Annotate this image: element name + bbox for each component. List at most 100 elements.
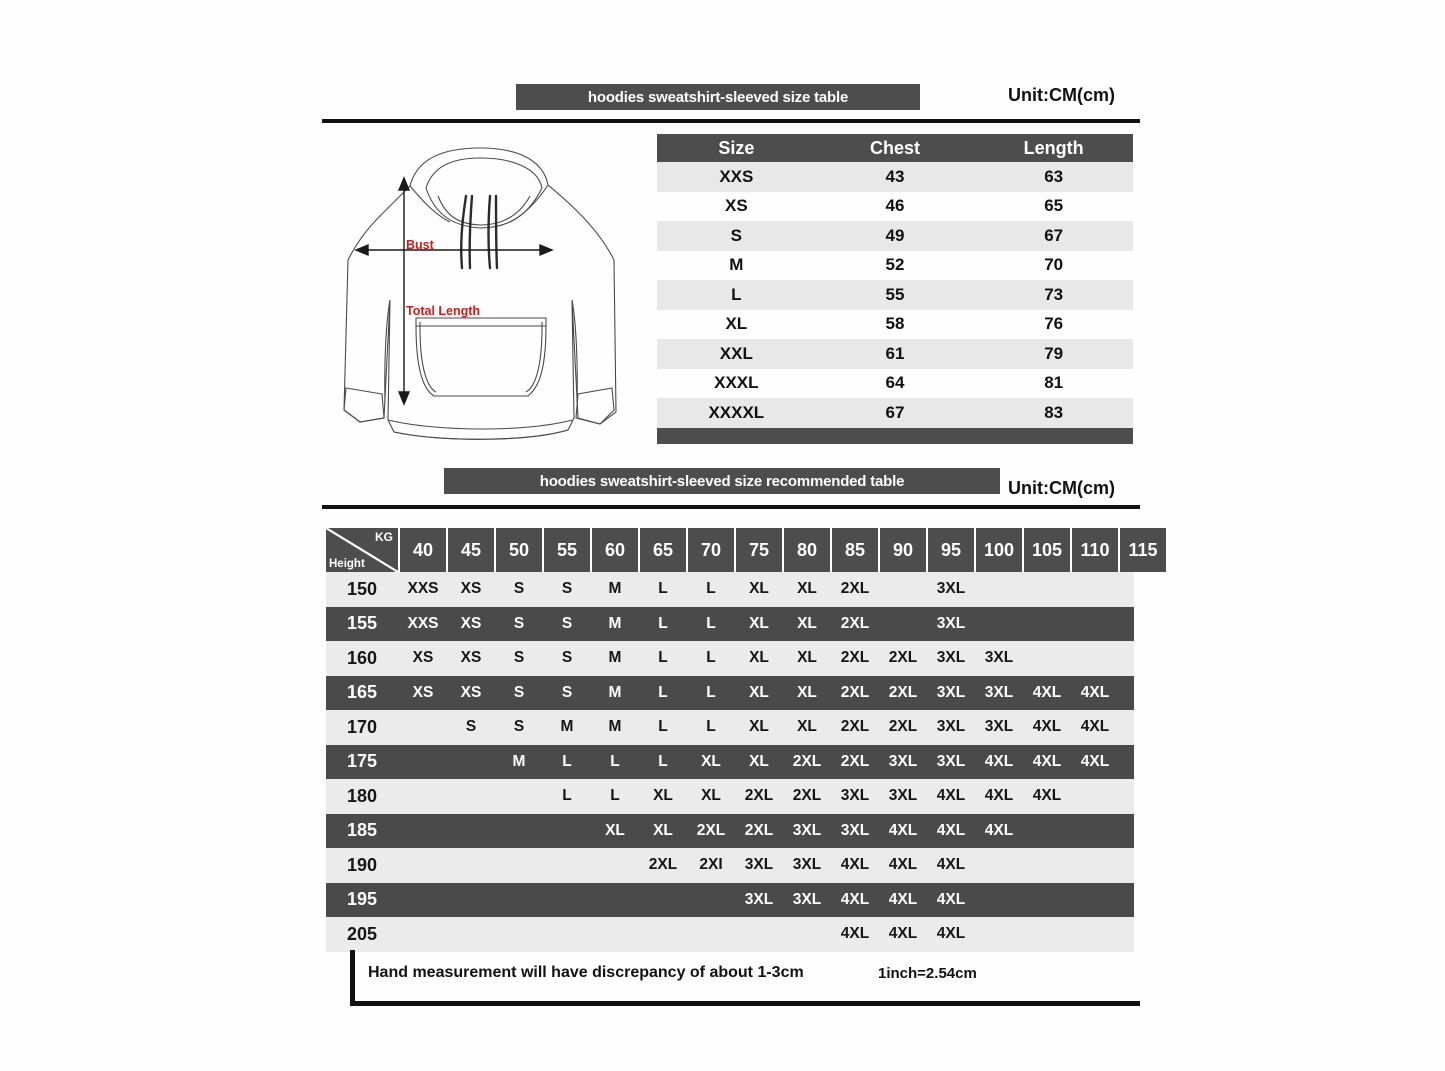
recommendation-cell: XL — [749, 614, 769, 632]
recommendation-cell: 3XL — [936, 649, 966, 667]
hoodie-illustration-svg — [343, 147, 617, 440]
recommendation-cell: S — [465, 718, 477, 736]
corner-label-kg: KG — [375, 530, 393, 544]
weight-header-cell: 60 — [592, 528, 638, 572]
recommendation-cell: 4XL — [888, 925, 918, 943]
recommendation-cell: 4XL — [1032, 752, 1062, 770]
table-row: L 55 73 — [657, 280, 1133, 310]
weight-header-cells: 40 45 50 55 60 65 70 75 80 85 90 95 100 105 110 115 — [398, 528, 1166, 572]
recommendation-cell: 2XL — [840, 718, 870, 736]
recommendation-cell: XL — [797, 614, 817, 632]
recommended-table-header-row: KG Height 40 45 50 55 60 65 70 75 80 85 90 95 100 105… — [326, 528, 1166, 572]
table-row: XXXL 64 81 — [657, 368, 1133, 398]
weight-header-cell: 110 — [1072, 528, 1118, 572]
col-header-length: Length — [1023, 137, 1084, 158]
recommendation-cell: 3XL — [984, 649, 1014, 667]
cell-length: 83 — [1044, 402, 1064, 422]
recommendation-row: 150 XXS XS S S M L L XL XL 2XL 3XL — [326, 572, 1134, 607]
recommendation-cell: XL — [749, 718, 769, 736]
recommendation-cell: XL — [701, 787, 721, 805]
cell-chest: 52 — [885, 255, 905, 275]
recommendation-cell: M — [560, 718, 574, 736]
table-row: XXS 43 63 — [657, 162, 1133, 192]
height-header-cell: 160 — [346, 647, 378, 668]
recommendation-cell: 2XI — [699, 856, 723, 874]
recommendation-cell: 3XL — [936, 718, 966, 736]
height-header-cell: 205 — [346, 923, 378, 944]
recommendation-cell: 4XL — [1032, 683, 1062, 701]
recommendation-cell: L — [610, 787, 620, 805]
recommendation-cell: S — [561, 649, 573, 667]
recommendation-cell: 4XL — [1080, 752, 1110, 770]
recommendation-cell: S — [561, 614, 573, 632]
recommendation-cell: L — [658, 752, 668, 770]
recommendation-row: 160 XS XS S S M L L XL XL 2XL 2XL 3XL 3XL — [326, 641, 1134, 676]
cell-size: XL — [725, 314, 748, 334]
recommendation-row: 205 4XL 4XL 4XL — [326, 917, 1134, 952]
recommended-size-table: KG Height 40 45 50 55 60 65 70 75 80 85 90 95 100 105… — [326, 528, 1166, 952]
recommendation-cell: 3XL — [936, 683, 966, 701]
cell-length: 73 — [1044, 284, 1064, 304]
recommendation-cell: 2XL — [888, 718, 918, 736]
recommendation-cell: 3XL — [792, 856, 822, 874]
height-header-cell: 175 — [346, 751, 378, 772]
recommendation-cell: XL — [653, 787, 673, 805]
table-row: S 49 67 — [657, 221, 1133, 251]
height-header-cell: 170 — [346, 716, 378, 737]
recommendation-cell: XS — [412, 649, 434, 667]
recommendation-cell: 4XL — [936, 890, 966, 908]
weight-header-cell: 105 — [1024, 528, 1070, 572]
recommendation-cell: 4XL — [840, 856, 870, 874]
footer-conversion-text: 1inch=2.54cm — [878, 965, 977, 982]
divider-line-top — [322, 119, 1140, 123]
weight-header-cell: 80 — [784, 528, 830, 572]
recommendation-cell: M — [608, 649, 622, 667]
recommendation-cell: L — [562, 752, 572, 770]
measurement-table: Size Chest Length XXS 43 63 XS 46 65 S 49 67 M 52 7… — [657, 134, 1133, 444]
recommendation-cell: 3XL — [936, 614, 966, 632]
recommendation-cell: XS — [460, 649, 482, 667]
footer-note: Hand measurement will have discrepancy o… — [350, 950, 1140, 1006]
table-row: XS 46 65 — [657, 191, 1133, 221]
recommendation-cell: L — [706, 718, 716, 736]
recommendation-cell: 4XL — [936, 925, 966, 943]
recommendation-cell: 2XL — [696, 821, 726, 839]
cell-size: XS — [724, 196, 748, 216]
cell-length: 67 — [1044, 225, 1064, 245]
total-length-label: Total Length — [406, 304, 481, 318]
recommendation-cell: 3XL — [840, 787, 870, 805]
recommendation-cell: S — [513, 683, 525, 701]
recommendation-row: 190 2XL 2XI 3XL 3XL 4XL 4XL 4XL — [326, 848, 1134, 883]
recommendation-cell: 4XL — [936, 821, 966, 839]
weight-header-cell: 115 — [1120, 528, 1166, 572]
cell-size: S — [730, 225, 742, 245]
cell-chest: 58 — [885, 314, 905, 334]
col-header-size: Size — [718, 137, 755, 158]
recommendation-cell: XL — [701, 752, 721, 770]
recommendation-row: 165 XS XS S S M L L XL XL 2XL 2XL 3XL 3XL 4XL 4XL — [326, 675, 1134, 710]
corner-cell-height-kg: KG Height — [326, 528, 398, 572]
recommendation-cell: 3XL — [888, 752, 918, 770]
recommendation-cell: 3XL — [840, 821, 870, 839]
recommendation-cell: 3XL — [936, 752, 966, 770]
recommendation-cell: XL — [797, 683, 817, 701]
measurement-table-footer-bar — [657, 427, 1133, 444]
weight-header-cell: 95 — [928, 528, 974, 572]
recommendation-cell: 3XL — [936, 580, 966, 598]
recommendation-cell: 4XL — [1032, 787, 1062, 805]
recommendation-cell: 3XL — [984, 718, 1014, 736]
section1-title: hoodies sweatshirt-sleeved size table — [587, 88, 849, 106]
recommendation-cell: XS — [460, 614, 482, 632]
recommendation-cell: 4XL — [840, 925, 870, 943]
recommendation-cell: 4XL — [1080, 718, 1110, 736]
recommendation-cell: XL — [605, 821, 625, 839]
cell-size: L — [731, 284, 742, 304]
measurement-table-header: Size Chest Length — [657, 134, 1133, 162]
table-row: XL 58 76 — [657, 309, 1133, 339]
recommendation-cell: 3XL — [792, 890, 822, 908]
recommendation-cell: L — [706, 649, 716, 667]
weight-header-cell: 90 — [880, 528, 926, 572]
recommendation-cell: 2XL — [888, 649, 918, 667]
recommendation-cell: S — [561, 580, 573, 598]
